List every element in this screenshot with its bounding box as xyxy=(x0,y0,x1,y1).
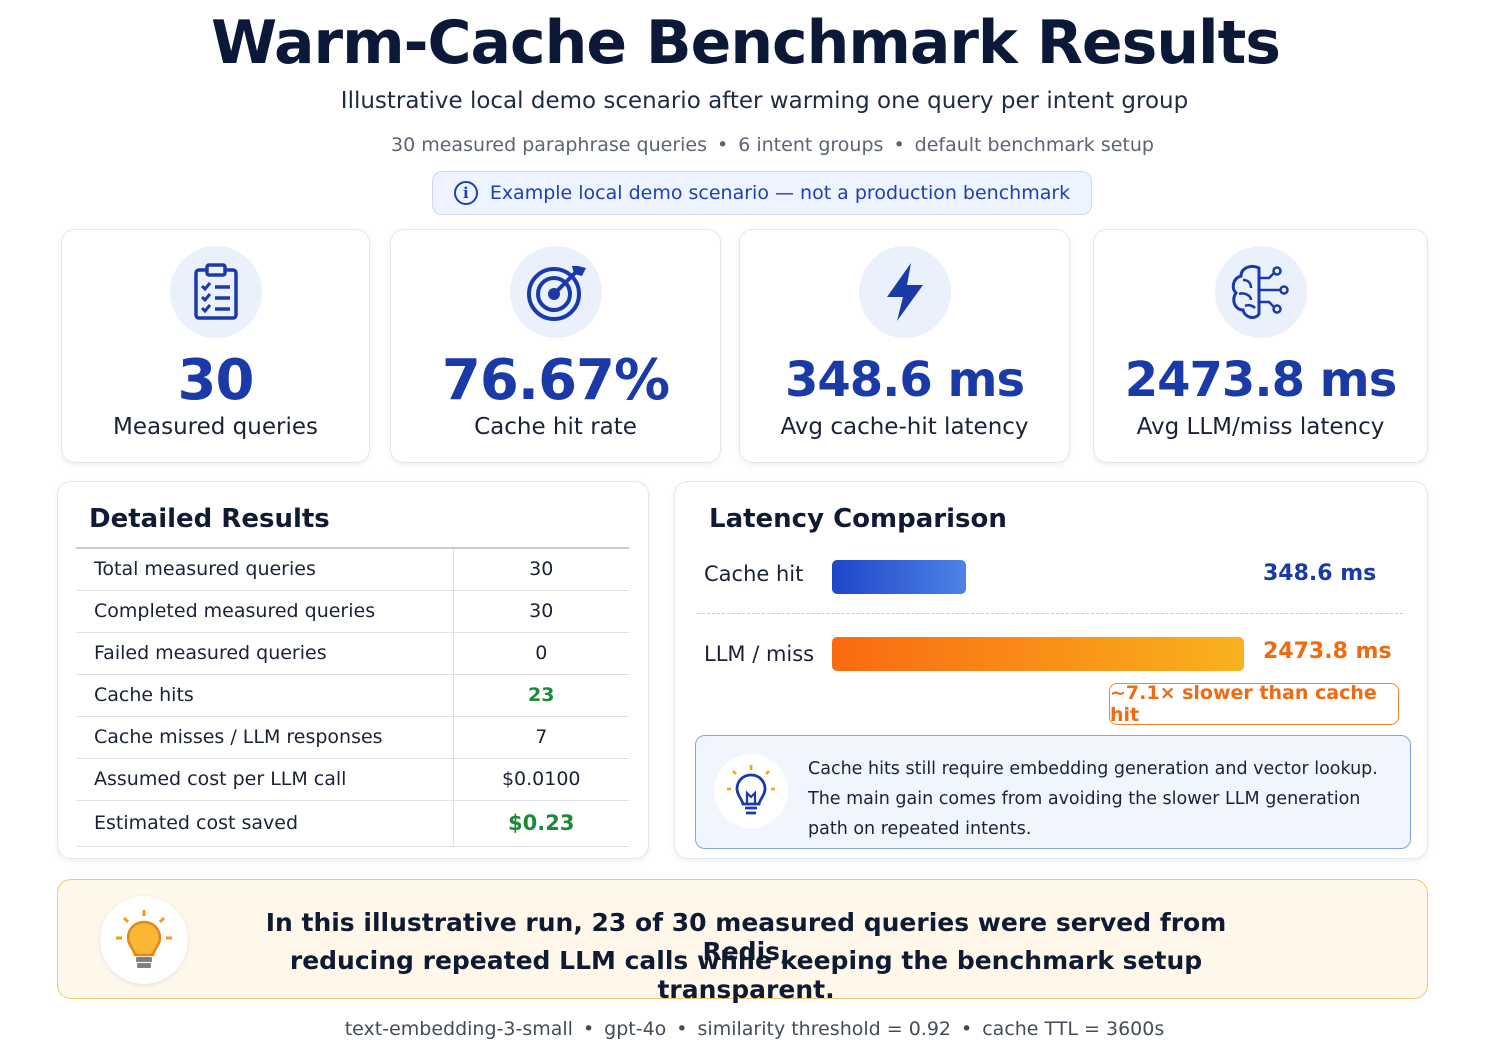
stat-label: Avg cache-hit latency xyxy=(780,414,1029,440)
latency-tip-text: Cache hits still require embedding gener… xyxy=(808,754,1388,844)
stat-value: 2473.8 ms xyxy=(1124,352,1398,408)
stat-label: Measured queries xyxy=(113,414,318,440)
summary-line: reducing repeated LLM calls while keepin… xyxy=(289,946,1203,1004)
lightning-bolt-icon xyxy=(858,246,951,338)
page-subtitle: Illustrative local demo scenario after w… xyxy=(340,88,1189,114)
tip-line: The main gain comes from avoiding the sl… xyxy=(808,789,1361,809)
bar-value-cache-hit: 348.6 ms xyxy=(1263,561,1377,586)
footer-config-line: text-embedding-3-small • gpt-4o • similarity… xyxy=(0,1018,1491,1040)
row-label: Assumed cost per LLM call xyxy=(76,758,454,800)
lightbulb-icon xyxy=(100,896,188,984)
footer-embedding-model: text-embedding-3-small xyxy=(344,1018,573,1040)
stat-label: Cache hit rate xyxy=(474,414,637,440)
row-value: 30 xyxy=(529,558,554,581)
target-icon xyxy=(509,246,602,338)
row-label: Cache hits xyxy=(76,674,454,716)
latency-comparison-panel: Latency Comparison Cache hit 348.6 ms LL… xyxy=(674,481,1428,859)
stat-card-llm-miss-latency: 2473.8 ms Avg LLM/miss latency xyxy=(1093,229,1428,463)
bar-value-llm-miss: 2473.8 ms xyxy=(1263,639,1392,664)
row-label: Failed measured queries xyxy=(76,632,454,674)
tip-line: path on repeated intents. xyxy=(808,819,1032,839)
bar-label-llm-miss: LLM / miss xyxy=(704,642,815,666)
row-value: 23 xyxy=(528,684,555,706)
row-value: 0 xyxy=(535,642,548,664)
page-title: Warm-Cache Benchmark Results xyxy=(210,8,1281,78)
row-value: 7 xyxy=(535,726,548,748)
table-row: Total measured queries 30 xyxy=(76,548,629,590)
meta-groups: 6 intent groups xyxy=(738,134,884,156)
separator-dot: • xyxy=(961,1018,973,1040)
row-label: Total measured queries xyxy=(76,548,454,590)
tip-line: Cache hits still require embedding gener… xyxy=(808,759,1378,779)
table-row: Failed measured queries 0 xyxy=(76,632,629,674)
info-icon: i xyxy=(453,181,478,205)
separator-dot: • xyxy=(893,134,905,156)
latency-comparison-title: Latency Comparison xyxy=(709,504,1007,534)
summary-callout: In this illustrative run, 23 of 30 measu… xyxy=(57,879,1428,1004)
footer-llm-model: gpt-4o xyxy=(604,1018,667,1040)
meta-line: 30 measured paraphrase queries • 6 intent … xyxy=(0,134,1491,156)
brain-circuit-icon xyxy=(1214,246,1307,338)
latency-tip-box: Cache hits still require embedding gener… xyxy=(695,735,1411,849)
table-row: Cache misses / LLM responses 7 xyxy=(76,716,629,758)
stat-value: 30 xyxy=(177,348,255,413)
row-value: $0.23 xyxy=(508,811,575,835)
detailed-results-title: Detailed Results xyxy=(89,504,330,534)
bar-llm-miss xyxy=(832,637,1244,671)
clipboard-checklist-icon xyxy=(169,246,262,338)
detailed-results-panel: Detailed Results Total measured queries 3… xyxy=(57,481,649,859)
separator-dot: • xyxy=(717,134,729,156)
row-label: Cache misses / LLM responses xyxy=(76,716,454,758)
lightbulb-icon xyxy=(714,754,788,828)
bar-label-cache-hit: Cache hit xyxy=(704,562,804,586)
stat-card-cache-hit-latency: 348.6 ms Avg cache-hit latency xyxy=(739,229,1070,463)
demo-notice-text: Example local demo scenario — not a prod… xyxy=(489,182,1071,204)
demo-notice-banner: i Example local demo scenario — not a pr… xyxy=(432,171,1092,215)
stat-value: 76.67% xyxy=(441,348,670,413)
divider xyxy=(697,613,1403,614)
row-value: 30 xyxy=(529,600,554,622)
table-row: Cache hits 23 xyxy=(76,674,629,716)
stat-card-cache-hit-rate: 76.67% Cache hit rate xyxy=(390,229,721,463)
bar-cache-hit xyxy=(832,560,966,594)
table-row: Completed measured queries 30 xyxy=(76,590,629,632)
summary-line: In this illustrative run, 23 of 30 measu… xyxy=(265,908,1227,966)
stat-label: Avg LLM/miss latency xyxy=(1136,414,1385,440)
detailed-results-table: Total measured queries 30 Completed measu… xyxy=(76,547,629,847)
stat-card-measured-queries: 30 Measured queries xyxy=(61,229,370,463)
meta-setup: default benchmark setup xyxy=(914,134,1154,156)
footer-ttl: cache TTL = 3600s xyxy=(982,1018,1165,1040)
separator-dot: • xyxy=(582,1018,595,1040)
separator-dot: • xyxy=(676,1018,688,1040)
stat-value: 348.6 ms xyxy=(784,352,1025,408)
row-label: Estimated cost saved xyxy=(76,800,454,846)
slower-badge: ~7.1× slower than cache hit xyxy=(1109,682,1399,726)
footer-threshold: similarity threshold = 0.92 xyxy=(697,1018,952,1040)
row-value: $0.0100 xyxy=(501,768,581,790)
table-row: Assumed cost per LLM call $0.0100 xyxy=(76,758,629,800)
table-row: Estimated cost saved $0.23 xyxy=(76,800,629,846)
meta-queries: 30 measured paraphrase queries xyxy=(391,134,708,156)
row-label: Completed measured queries xyxy=(76,590,454,632)
